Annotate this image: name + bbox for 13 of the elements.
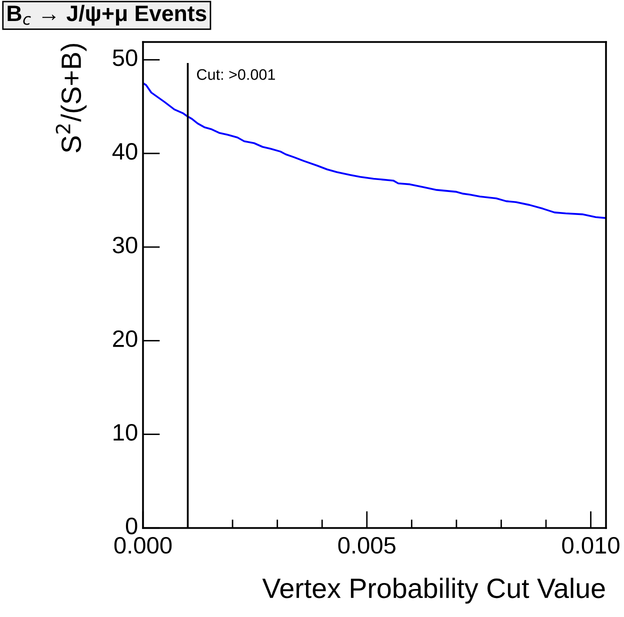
y-tick-label: 20 [113,330,138,348]
y-tick-label: 0 [126,518,138,534]
x-tick-label: 0.005 [338,536,396,554]
x-tick-label: 0.000 [114,536,172,554]
y-tick-label: 40 [112,143,138,160]
x-tick-label: 0.010 [562,536,620,554]
ref-line-label: Cut: >0.001 [197,69,275,80]
y-tick-label: 50 [112,49,138,66]
y-tick-label: 30 [112,236,138,254]
x-axis-title: Vertex Probability Cut Value [262,578,605,604]
y-axis-title: S$^{2}$/(S+B) [56,44,87,152]
y-tick-label: 10 [114,424,138,441]
chart-title: B$_{c}$ → J/ψ+μ Events [8,4,206,26]
